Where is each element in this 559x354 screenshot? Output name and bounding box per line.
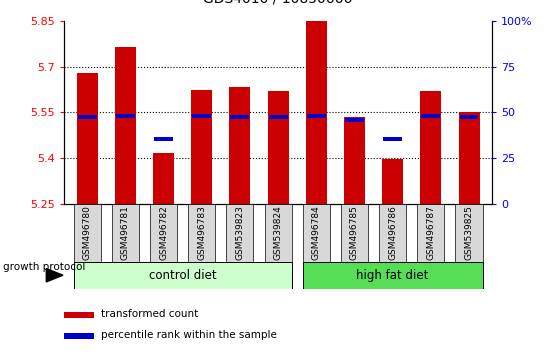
FancyBboxPatch shape <box>188 204 215 262</box>
FancyBboxPatch shape <box>264 204 292 262</box>
Bar <box>191 90 212 204</box>
Bar <box>192 114 211 118</box>
Bar <box>307 114 326 118</box>
Text: GSM539823: GSM539823 <box>235 205 244 260</box>
Bar <box>64 312 94 318</box>
FancyBboxPatch shape <box>112 204 139 262</box>
Text: GSM539824: GSM539824 <box>273 205 283 260</box>
Text: GSM496785: GSM496785 <box>350 205 359 260</box>
Text: GSM496786: GSM496786 <box>388 205 397 260</box>
FancyBboxPatch shape <box>303 204 330 262</box>
Bar <box>154 137 173 141</box>
Text: GDS4010 / 10850666: GDS4010 / 10850666 <box>203 0 353 5</box>
Bar <box>420 91 441 204</box>
Bar <box>268 91 288 204</box>
FancyBboxPatch shape <box>341 204 368 262</box>
Polygon shape <box>46 269 63 282</box>
Bar <box>382 160 403 204</box>
Text: percentile rank within the sample: percentile rank within the sample <box>101 330 277 340</box>
Bar <box>78 115 97 119</box>
FancyBboxPatch shape <box>150 204 177 262</box>
Bar <box>64 333 94 339</box>
Text: control diet: control diet <box>149 269 216 282</box>
FancyBboxPatch shape <box>303 262 482 289</box>
Text: GSM539825: GSM539825 <box>465 205 473 260</box>
Bar <box>306 21 327 204</box>
Text: GSM496782: GSM496782 <box>159 205 168 260</box>
Bar <box>344 117 365 204</box>
Text: transformed count: transformed count <box>101 309 198 319</box>
FancyBboxPatch shape <box>74 204 101 262</box>
FancyBboxPatch shape <box>226 204 253 262</box>
Bar <box>116 114 135 118</box>
Text: GSM496783: GSM496783 <box>197 205 206 260</box>
Bar <box>458 112 480 204</box>
Text: GSM496780: GSM496780 <box>83 205 92 260</box>
Bar <box>269 115 287 119</box>
Text: high fat diet: high fat diet <box>357 269 429 282</box>
Bar <box>421 114 440 118</box>
Bar <box>115 47 136 204</box>
Bar <box>229 87 250 204</box>
Text: GSM496781: GSM496781 <box>121 205 130 260</box>
FancyBboxPatch shape <box>379 204 406 262</box>
Bar <box>230 115 249 119</box>
Text: growth protocol: growth protocol <box>3 262 85 273</box>
FancyBboxPatch shape <box>456 204 482 262</box>
FancyBboxPatch shape <box>74 262 292 289</box>
Bar <box>77 73 98 204</box>
FancyBboxPatch shape <box>417 204 444 262</box>
Text: GSM496784: GSM496784 <box>312 205 321 260</box>
Bar <box>153 153 174 204</box>
Bar <box>459 115 479 119</box>
Bar <box>345 118 364 122</box>
Bar <box>383 137 402 141</box>
Text: GSM496787: GSM496787 <box>427 205 435 260</box>
